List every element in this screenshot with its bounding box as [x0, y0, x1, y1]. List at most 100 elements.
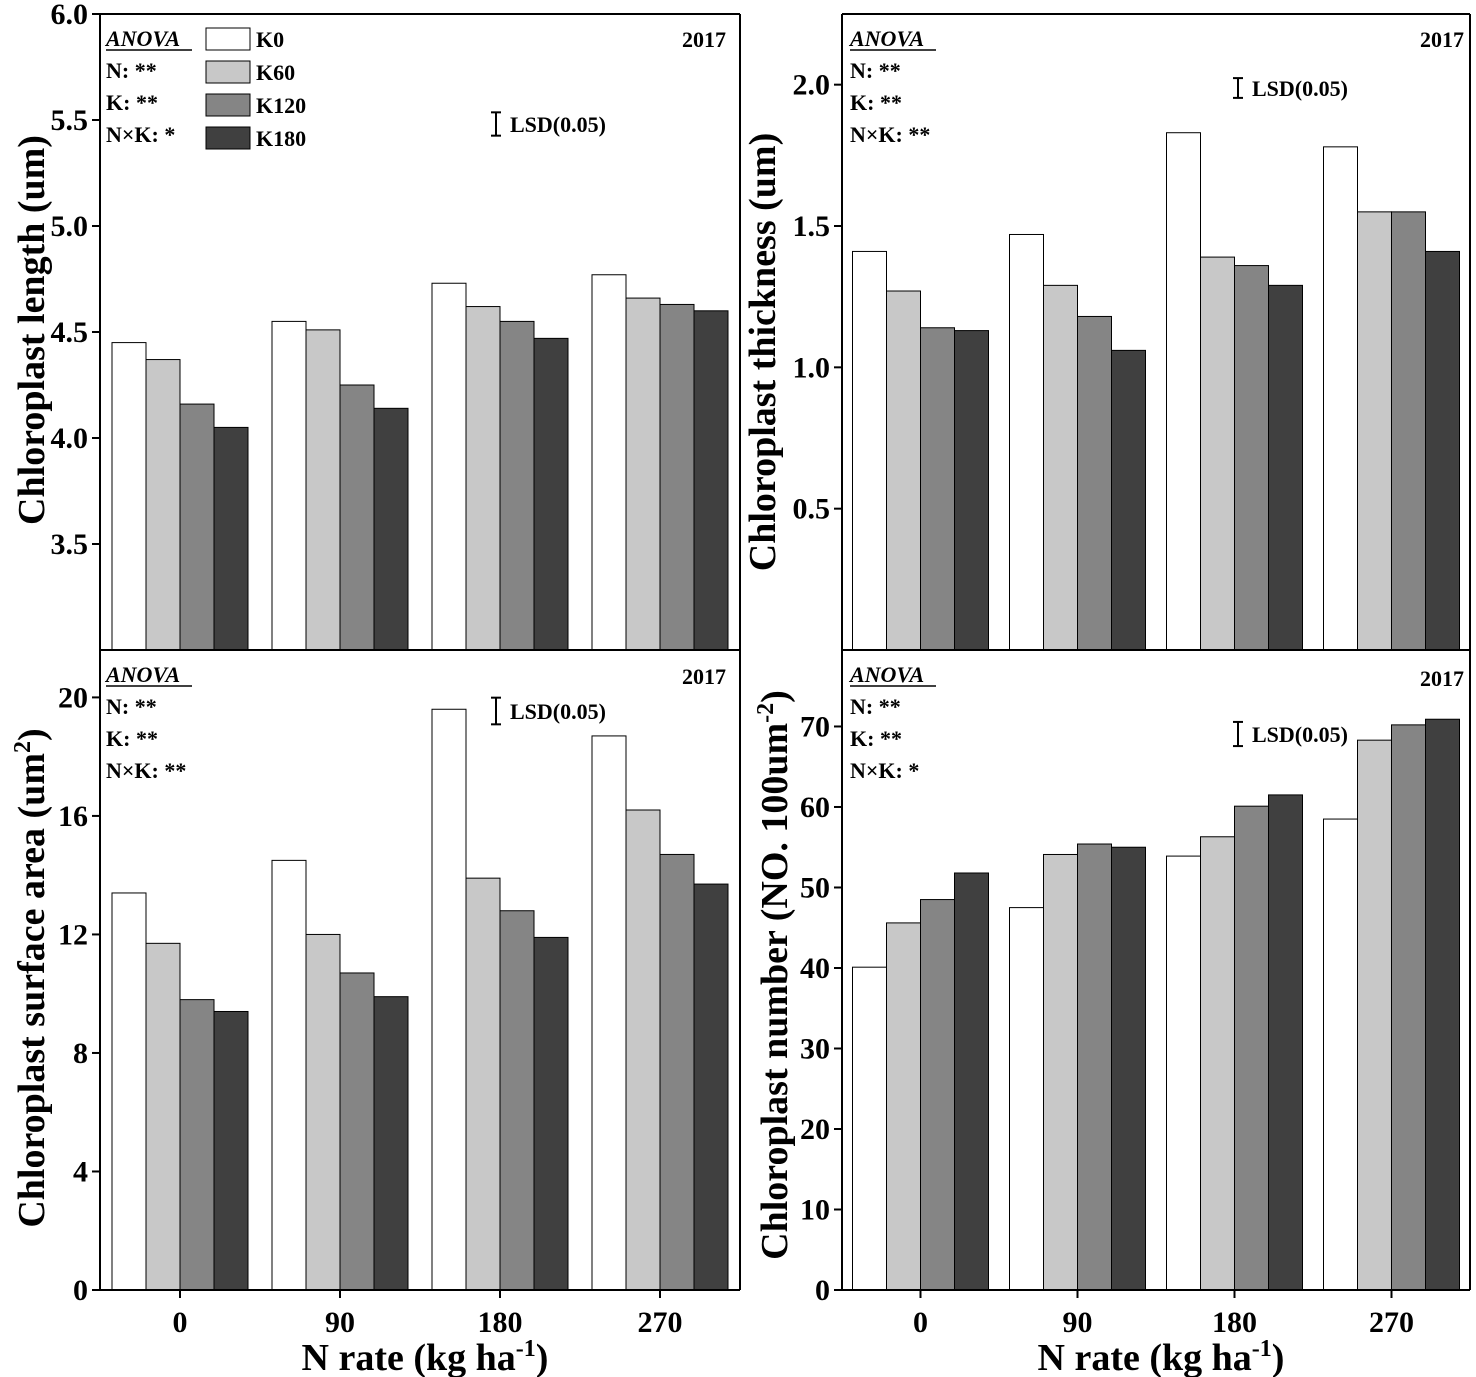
bar-k0-n180: [1166, 132, 1201, 651]
anova-header: ANOVA: [848, 662, 924, 687]
y-tick-label: 16: [58, 800, 88, 833]
x-tick-label: 270: [638, 1306, 683, 1339]
bar-k0-n0: [852, 250, 887, 651]
bar-k60-n0: [886, 290, 921, 651]
bar-k60-n270: [1357, 739, 1392, 1291]
y-axis-title: Chloroplast surface area (um2): [10, 728, 53, 1227]
x-tick-label: 90: [1063, 1306, 1093, 1339]
bar-k180-n90: [373, 407, 409, 651]
y-tick-label: 20: [800, 1113, 830, 1146]
chart-panel-4: 0 10 20 30 40 50 60 70 0 90 180 270 N rate (kg ha-1)…: [753, 650, 1471, 1377]
bar-k0-n90: [1009, 233, 1044, 651]
x-tick-label: 90: [325, 1306, 355, 1339]
anova-line: K: **: [106, 726, 158, 751]
bar-k60-n180: [1200, 256, 1235, 651]
legend-label-k180: K180: [256, 126, 306, 151]
bar-k180-n270: [1425, 718, 1460, 1291]
y-axis-title: Chloroplast number (NO. 100um-2): [753, 690, 796, 1260]
anova-line: N: **: [850, 58, 901, 83]
anova-line: N×K: **: [106, 758, 186, 783]
bar-k0-n0: [852, 966, 887, 1291]
year-label: 2017: [682, 664, 726, 689]
y-tick-label: 60: [800, 791, 830, 824]
lsd-label: LSD(0.05): [510, 112, 606, 137]
y-tick-label: 4: [73, 1155, 88, 1188]
bar-k60-n0: [886, 922, 921, 1291]
bar-k120-n90: [339, 972, 375, 1291]
bar-k180-n0: [954, 330, 989, 651]
y-tick-label: 0: [73, 1274, 88, 1307]
bar-k180-n270: [1425, 250, 1460, 651]
y-tick-label: 20: [58, 681, 88, 714]
y-tick-label: 3.5: [51, 528, 89, 561]
y-tick-label: 1.5: [793, 210, 831, 243]
bar-k180-n270: [693, 883, 729, 1291]
bar-k60-n270: [625, 297, 661, 651]
x-tick-label: 180: [1212, 1306, 1257, 1339]
bar-k60-n180: [465, 877, 501, 1291]
y-tick-label: 4.0: [51, 422, 89, 455]
anova-line: N: **: [106, 58, 157, 83]
anova-line: N×K: **: [850, 122, 930, 147]
y-tick-label: 30: [800, 1032, 830, 1065]
year-label: 2017: [682, 27, 726, 52]
bar-k0-n0: [111, 892, 147, 1291]
anova-line: N×K: *: [850, 758, 919, 783]
x-axis-title: N rate (kg ha-1): [1038, 1336, 1285, 1377]
bar-k0-n180: [431, 282, 467, 651]
bar-k180-n90: [1111, 349, 1146, 651]
bar-k180-n180: [533, 936, 569, 1291]
bar-k0-n90: [271, 859, 307, 1291]
bar-k60-n90: [1043, 284, 1078, 651]
bar-k180-n0: [213, 1010, 249, 1291]
bar-k180-n180: [1268, 284, 1303, 651]
bar-k120-n0: [179, 403, 215, 651]
y-tick-label: 5.0: [51, 210, 89, 243]
bar-k120-n0: [179, 999, 215, 1291]
anova-header: ANOVA: [104, 662, 180, 687]
legend-swatch-k180: [205, 126, 251, 150]
legend-label-k120: K120: [256, 93, 306, 118]
bar-k120-n180: [499, 320, 535, 651]
y-tick-label: 0.5: [793, 493, 831, 526]
bar-k60-n90: [305, 329, 341, 651]
anova-line: K: **: [850, 726, 902, 751]
legend-swatch-k0: [205, 27, 251, 51]
bar-k120-n90: [339, 384, 375, 651]
y-axis-title: Chloroplast thickness (um): [742, 133, 784, 571]
x-axis-title: N rate (kg ha-1): [302, 1336, 549, 1377]
anova-line: K: **: [106, 90, 158, 115]
anova-line: K: **: [850, 90, 902, 115]
bar-k60-n270: [1357, 211, 1392, 651]
legend-swatch-k60: [205, 60, 251, 84]
bar-k0-n90: [1009, 907, 1044, 1291]
y-axis-title: Chloroplast length (um): [11, 135, 53, 525]
lsd-label: LSD(0.05): [1252, 722, 1348, 747]
y-tick-label: 1.0: [793, 351, 831, 384]
x-tick-label: 0: [173, 1306, 188, 1339]
bar-k120-n180: [499, 910, 535, 1291]
bar-k120-n180: [1234, 805, 1269, 1291]
bar-k0-n180: [431, 708, 467, 1291]
bar-k0-n270: [591, 274, 627, 651]
x-tick-label: 180: [478, 1306, 523, 1339]
anova-header: ANOVA: [104, 26, 180, 51]
y-tick-label: 6.0: [51, 0, 89, 31]
x-tick-label: 0: [913, 1306, 928, 1339]
y-tick-label: 40: [800, 952, 830, 985]
bar-k180-n180: [1268, 794, 1303, 1291]
year-label: 2017: [1420, 666, 1464, 691]
bar-k120-n0: [920, 327, 955, 651]
bar-k0-n270: [1323, 818, 1358, 1291]
anova-line: N: **: [106, 694, 157, 719]
legend-label-k0: K0: [256, 27, 284, 52]
bar-k180-n0: [213, 426, 249, 651]
y-tick-label: 0: [815, 1274, 830, 1307]
chart-panel-3: 0 4 8 12 16 20 0 90 180 270 N rate (kg ha-1) Chloro…: [10, 650, 741, 1377]
anova-header: ANOVA: [848, 26, 924, 51]
legend-swatch-k120: [205, 93, 251, 117]
bar-k180-n0: [954, 872, 989, 1291]
y-tick-label: 5.5: [51, 104, 89, 137]
bar-k120-n270: [659, 853, 695, 1291]
